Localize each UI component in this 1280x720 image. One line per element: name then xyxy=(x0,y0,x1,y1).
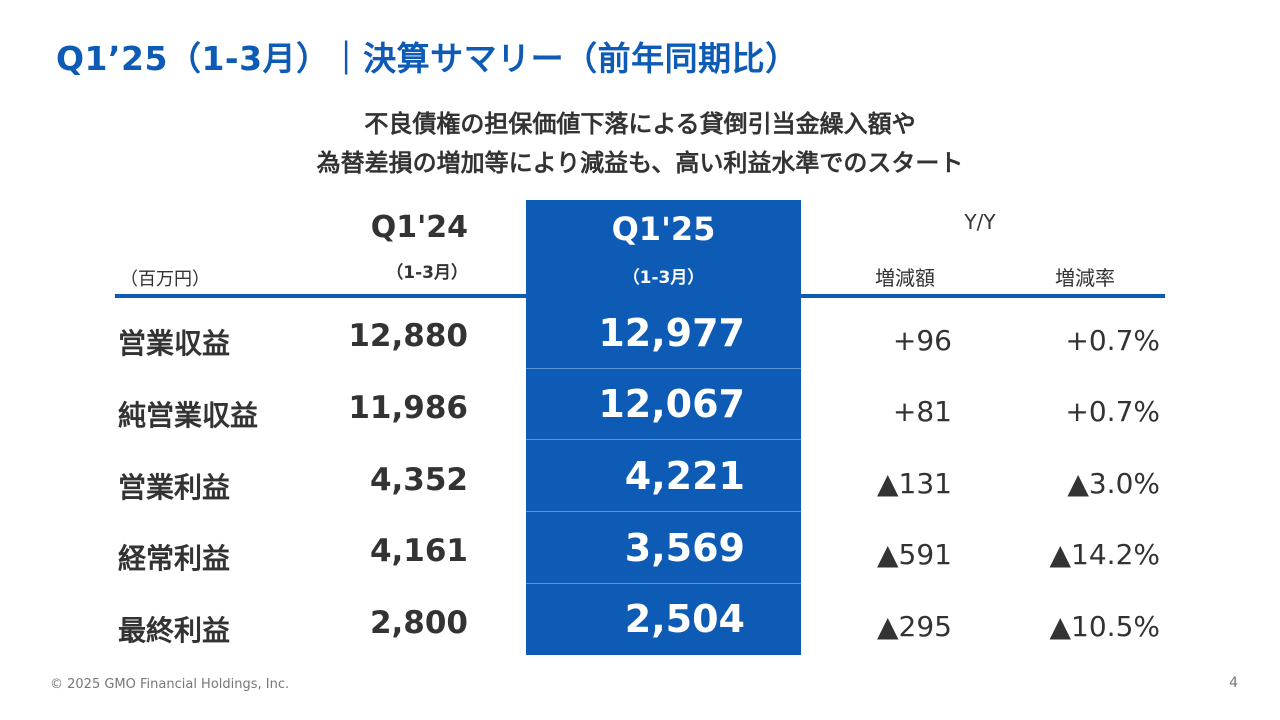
cell-q124: 4,352 xyxy=(369,462,468,498)
row-label-ordinary-profit: 経常利益 xyxy=(118,542,231,575)
highlight-divider xyxy=(526,511,801,512)
page-title: Q1’25（1-3月）｜決算サマリー（前年同期比） xyxy=(56,39,799,78)
highlight-column xyxy=(526,200,801,655)
cell-q125: 3,569 xyxy=(624,526,745,570)
cell-q125: 12,977 xyxy=(598,311,745,355)
copyright: © 2025 GMO Financial Holdings, Inc. xyxy=(50,677,290,692)
cell-rate: +0.7% xyxy=(1065,395,1160,428)
header-yy: Y/Y xyxy=(964,210,996,234)
highlight-divider xyxy=(526,368,801,369)
cell-diff: ▲295 xyxy=(877,610,952,643)
row-label-operating-profit: 営業利益 xyxy=(118,471,231,504)
header-prev-period-sub: （1-3月） xyxy=(386,263,468,283)
row-label-net-profit: 最終利益 xyxy=(118,614,231,647)
highlight-divider xyxy=(526,439,801,440)
cell-diff: +96 xyxy=(892,324,952,357)
page-number: 4 xyxy=(1229,675,1238,691)
header-rate: 増減率 xyxy=(1055,266,1115,290)
cell-rate: +0.7% xyxy=(1065,324,1160,357)
cell-q124: 4,161 xyxy=(369,533,468,569)
header-curr-period: Q1'25 xyxy=(611,210,716,248)
subtitle-line-1: 不良債権の担保価値下落による貸倒引当金繰入額や xyxy=(364,110,916,138)
cell-q124: 2,800 xyxy=(369,605,468,641)
cell-diff: ▲131 xyxy=(877,467,952,500)
header-curr-period-sub: （1-3月） xyxy=(622,268,705,288)
cell-rate: ▲14.2% xyxy=(1049,538,1160,571)
cell-rate: ▲10.5% xyxy=(1049,610,1160,643)
cell-q124: 12,880 xyxy=(348,318,468,354)
header-diff: 増減額 xyxy=(875,266,935,290)
cell-rate: ▲3.0% xyxy=(1067,467,1160,500)
highlight-divider xyxy=(526,583,801,584)
cell-q124: 11,986 xyxy=(348,390,468,426)
header-prev-period: Q1'24 xyxy=(370,210,468,245)
cell-q125: 4,221 xyxy=(624,454,745,498)
header-rule xyxy=(115,294,1165,298)
cell-diff: ▲591 xyxy=(877,538,952,571)
subtitle-line-2: 為替差損の増加等により減益も、高い利益水準でのスタート xyxy=(316,149,964,177)
cell-diff: +81 xyxy=(892,395,952,428)
cell-q125: 2,504 xyxy=(624,597,745,641)
cell-q125: 12,067 xyxy=(598,382,745,426)
row-label-net-operating-revenue: 純営業収益 xyxy=(118,399,259,432)
unit-label: （百万円） xyxy=(120,269,210,290)
row-label-operating-revenue: 営業収益 xyxy=(118,327,231,360)
